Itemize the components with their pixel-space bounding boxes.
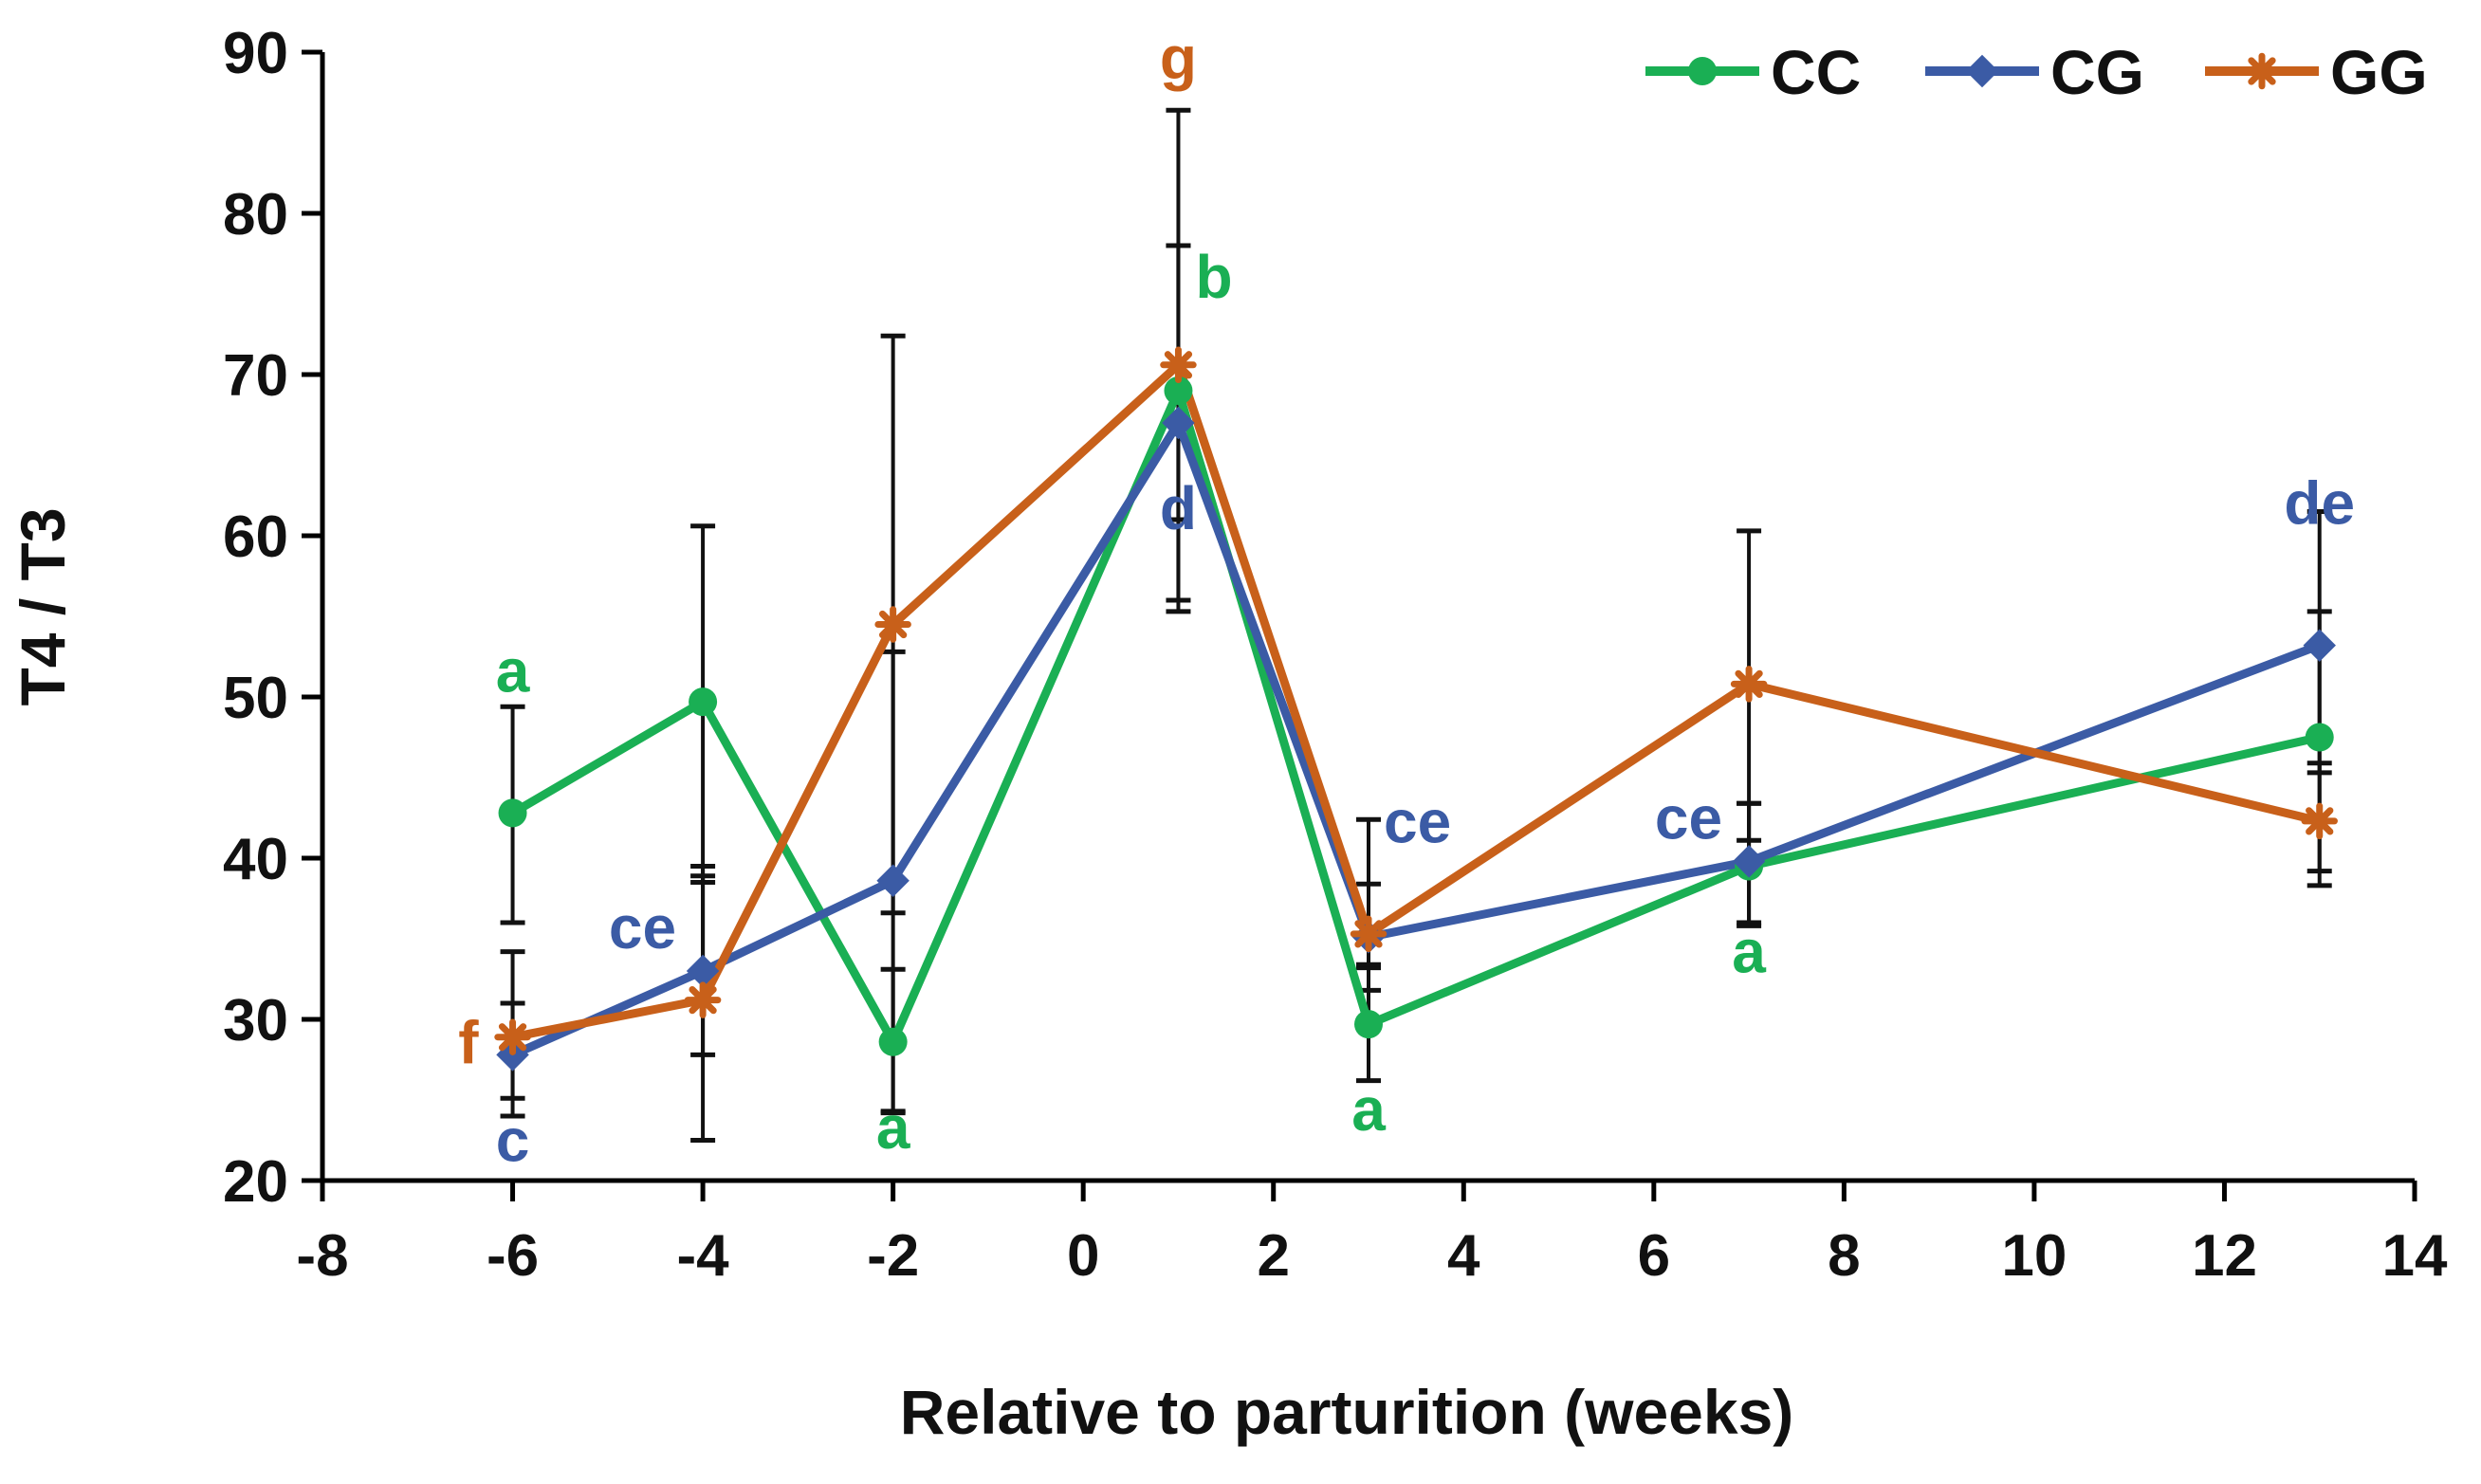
data-point-cg: [1162, 406, 1195, 440]
data-point-gg: [2301, 802, 2338, 840]
x-tick-label: 4: [1447, 1223, 1480, 1289]
data-point-cc: [689, 687, 718, 717]
data-point-cc: [878, 1027, 908, 1056]
data-point-cc: [1164, 376, 1193, 405]
series-markers: [494, 346, 2338, 1072]
error-bars: [500, 107, 2332, 1143]
legend-marker: [1688, 57, 1717, 85]
data-point-gg: [494, 1018, 531, 1055]
x-tick-label: 12: [2192, 1223, 2257, 1289]
significance-letter: d: [1160, 474, 1197, 542]
data-point-cg: [2303, 629, 2336, 662]
significance-letter: a: [1732, 918, 1766, 986]
legend-entry-gg: GG: [2205, 37, 2428, 107]
legend-marker: [1965, 54, 1999, 88]
significance-letter: de: [2284, 469, 2355, 538]
significance-letter: b: [1195, 243, 1232, 311]
legend-label: CC: [1771, 37, 1861, 107]
y-tick-label: 30: [223, 988, 288, 1053]
data-point-cc: [498, 798, 527, 828]
x-tick-label: 14: [2382, 1223, 2448, 1289]
x-tick-label: 6: [1638, 1223, 1670, 1289]
x-axis-title: Relative to parturition (weeks): [900, 1377, 1794, 1447]
x-tick-label: 2: [1257, 1223, 1289, 1289]
data-point-gg: [1730, 666, 1768, 703]
significance-letter: ce: [609, 893, 676, 962]
legend-label: CG: [2050, 37, 2144, 107]
series-line-cc: [510, 386, 2321, 1047]
axes: 20 30 40 50 60 70 80 90 -8 -6 -4 -2 0 2 4 6 8 10 12 14: [223, 21, 2448, 1289]
data-point-gg: [874, 606, 911, 643]
y-axis-title: T4 / T3: [8, 507, 78, 705]
x-tick-label: 10: [2001, 1223, 2067, 1289]
data-point-cc: [2305, 723, 2334, 752]
data-point-gg: [684, 981, 722, 1018]
significance-letter: f: [458, 1009, 479, 1077]
series-line-cg: [510, 418, 2322, 1059]
x-tick-label: -8: [296, 1223, 348, 1289]
y-tick-label: 40: [223, 827, 288, 892]
x-tick-label: -6: [487, 1223, 539, 1289]
y-tick-label: 50: [223, 666, 288, 731]
data-point-gg: [1350, 915, 1388, 953]
y-tick-label: 60: [223, 504, 288, 570]
legend-entry-cg: CG: [1925, 37, 2144, 107]
legend: CC CG GG: [1645, 37, 2428, 107]
y-tick-label: 70: [223, 343, 288, 409]
series-lines: [510, 360, 2322, 1059]
legend-marker: [2243, 52, 2281, 90]
y-tick-label: 20: [223, 1149, 288, 1215]
x-tick-label: -2: [867, 1223, 919, 1289]
legend-label: GG: [2330, 37, 2428, 107]
data-point-gg: [1160, 346, 1197, 384]
y-tick-label: 90: [223, 21, 288, 86]
x-tick-label: 8: [1828, 1223, 1860, 1289]
y-tick-label: 80: [223, 182, 288, 247]
data-point-cc: [1354, 1010, 1383, 1039]
x-tick-label: -4: [677, 1223, 730, 1289]
significance-letter: ce: [1655, 783, 1722, 852]
legend-entry-cc: CC: [1645, 37, 1861, 107]
x-tick-label: 0: [1067, 1223, 1099, 1289]
significance-letter: a: [496, 636, 530, 705]
significance-letter: c: [496, 1106, 530, 1174]
significance-letter: ce: [1384, 787, 1451, 855]
data-point-cg: [1732, 845, 1766, 878]
data-point-cg: [686, 954, 720, 988]
data-point-cg: [876, 864, 910, 898]
significance-letter: g: [1160, 24, 1197, 92]
significance-letter: a: [876, 1093, 910, 1162]
significance-letter: a: [1351, 1075, 1386, 1144]
